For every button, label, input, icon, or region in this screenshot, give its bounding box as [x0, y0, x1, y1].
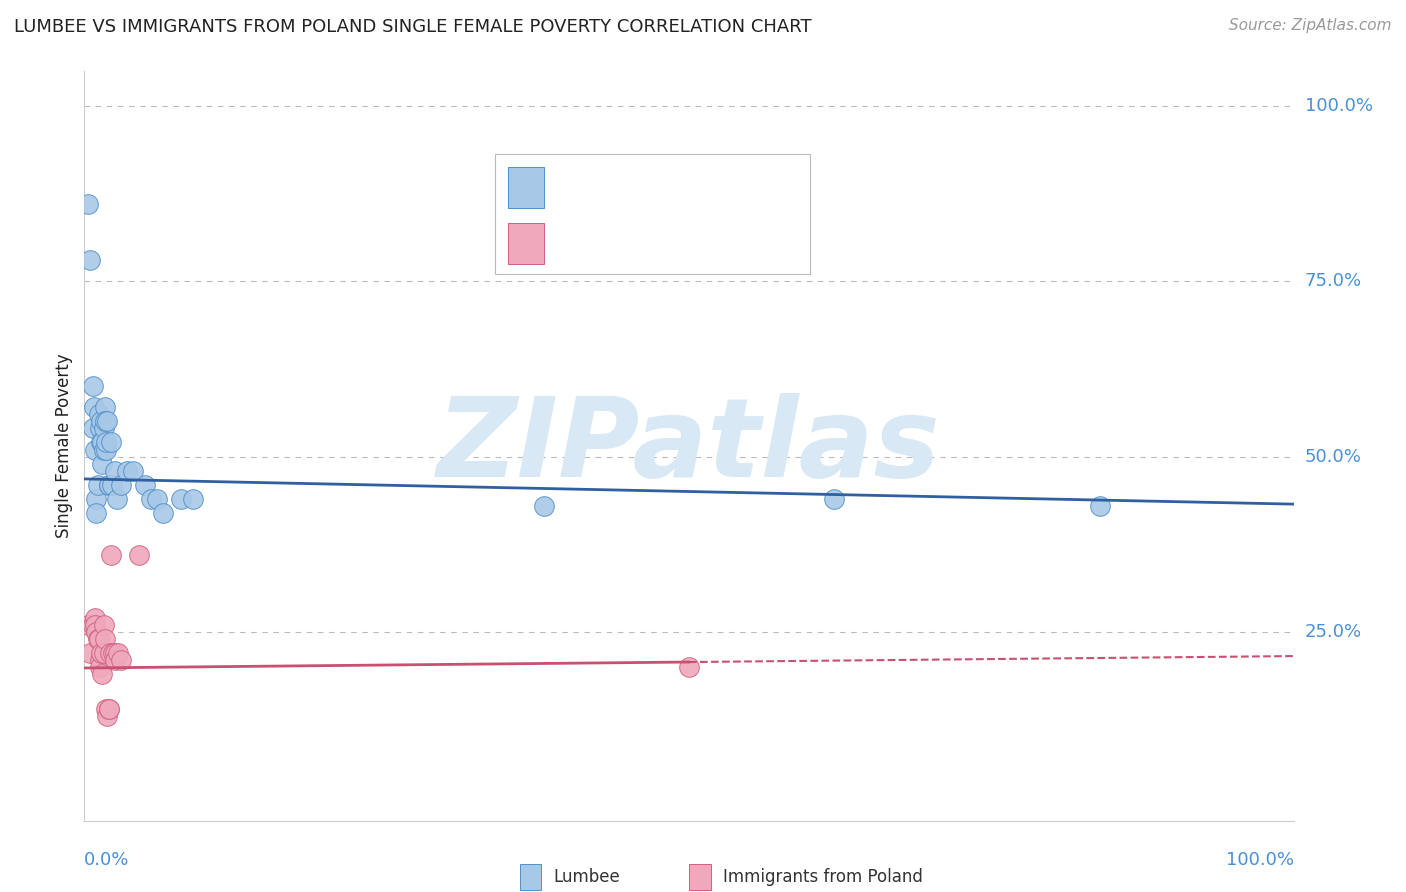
FancyBboxPatch shape: [508, 223, 544, 264]
Point: [90, 435, 112, 450]
Text: 75.0%: 75.0%: [1305, 272, 1362, 291]
Point: [91, 435, 114, 450]
Point: [86, 624, 108, 639]
Point: [77, 197, 100, 211]
Point: [87, 632, 110, 646]
FancyBboxPatch shape: [689, 863, 710, 890]
Point: [91, 666, 114, 681]
Point: [91, 457, 114, 471]
Point: [94, 415, 117, 429]
Text: 25.0%: 25.0%: [1305, 623, 1362, 640]
Point: [86, 506, 108, 520]
Point: [90, 646, 112, 660]
Point: [86, 477, 108, 491]
Point: [94, 442, 117, 457]
Point: [86, 632, 108, 646]
Point: [84, 610, 107, 624]
Point: [678, 659, 700, 673]
Point: [82, 617, 104, 632]
Point: [93, 442, 115, 457]
Text: 0.0%: 0.0%: [84, 851, 129, 869]
Text: 100.0%: 100.0%: [1305, 97, 1372, 115]
Text: LUMBEE VS IMMIGRANTS FROM POLAND SINGLE FEMALE POVERTY CORRELATION CHART: LUMBEE VS IMMIGRANTS FROM POLAND SINGLE …: [14, 18, 811, 36]
Point: [79, 253, 101, 268]
Point: [98, 646, 121, 660]
Text: -0.049: -0.049: [592, 178, 668, 197]
Point: [84, 617, 107, 632]
Point: [115, 463, 138, 477]
Point: [105, 491, 128, 506]
FancyBboxPatch shape: [495, 153, 810, 274]
Text: 28: 28: [710, 234, 735, 253]
Text: ZIPatlas: ZIPatlas: [437, 392, 941, 500]
Point: [146, 491, 169, 506]
Text: R =: R =: [558, 178, 609, 197]
Point: [100, 548, 122, 562]
FancyBboxPatch shape: [520, 863, 541, 890]
Point: [104, 652, 127, 666]
Text: Immigrants from Poland: Immigrants from Poland: [723, 868, 922, 886]
Point: [110, 652, 132, 666]
Point: [77, 617, 100, 632]
Point: [96, 415, 118, 429]
FancyBboxPatch shape: [508, 167, 544, 208]
Point: [93, 646, 115, 660]
Point: [96, 708, 118, 723]
Point: [101, 477, 124, 491]
Point: [181, 491, 204, 506]
Point: [82, 421, 104, 435]
Point: [823, 491, 845, 506]
Point: [94, 632, 117, 646]
Point: [97, 701, 120, 715]
Point: [86, 491, 108, 506]
Point: [104, 646, 127, 660]
Point: [170, 491, 193, 506]
Point: [82, 379, 104, 393]
Text: 100.0%: 100.0%: [1226, 851, 1294, 869]
Text: Lumbee: Lumbee: [554, 868, 620, 886]
Point: [121, 463, 143, 477]
Point: [89, 652, 111, 666]
Point: [97, 477, 120, 491]
Point: [152, 506, 174, 520]
Point: [87, 408, 110, 422]
Text: R =: R =: [558, 234, 621, 253]
Point: [93, 617, 115, 632]
Point: [89, 421, 111, 435]
Point: [93, 421, 115, 435]
Point: [100, 435, 122, 450]
Text: Source: ZipAtlas.com: Source: ZipAtlas.com: [1229, 18, 1392, 33]
Point: [94, 701, 117, 715]
Point: [94, 401, 117, 415]
Point: [97, 477, 120, 491]
Point: [83, 401, 105, 415]
Text: N =: N =: [655, 234, 731, 253]
Y-axis label: Single Female Poverty: Single Female Poverty: [55, 354, 73, 538]
Point: [1088, 499, 1111, 513]
Text: 40: 40: [710, 178, 735, 197]
Point: [104, 463, 127, 477]
Point: [128, 548, 150, 562]
Text: 0.025: 0.025: [592, 234, 668, 253]
Point: [90, 415, 112, 429]
Point: [107, 646, 129, 660]
Point: [139, 491, 162, 506]
Point: [84, 442, 107, 457]
Point: [89, 659, 111, 673]
Point: [97, 701, 120, 715]
Point: [134, 477, 156, 491]
Point: [94, 435, 117, 450]
Point: [103, 646, 125, 660]
Point: [79, 646, 101, 660]
Point: [110, 477, 132, 491]
Text: N =: N =: [655, 178, 731, 197]
Text: 50.0%: 50.0%: [1305, 448, 1361, 466]
Point: [533, 499, 555, 513]
